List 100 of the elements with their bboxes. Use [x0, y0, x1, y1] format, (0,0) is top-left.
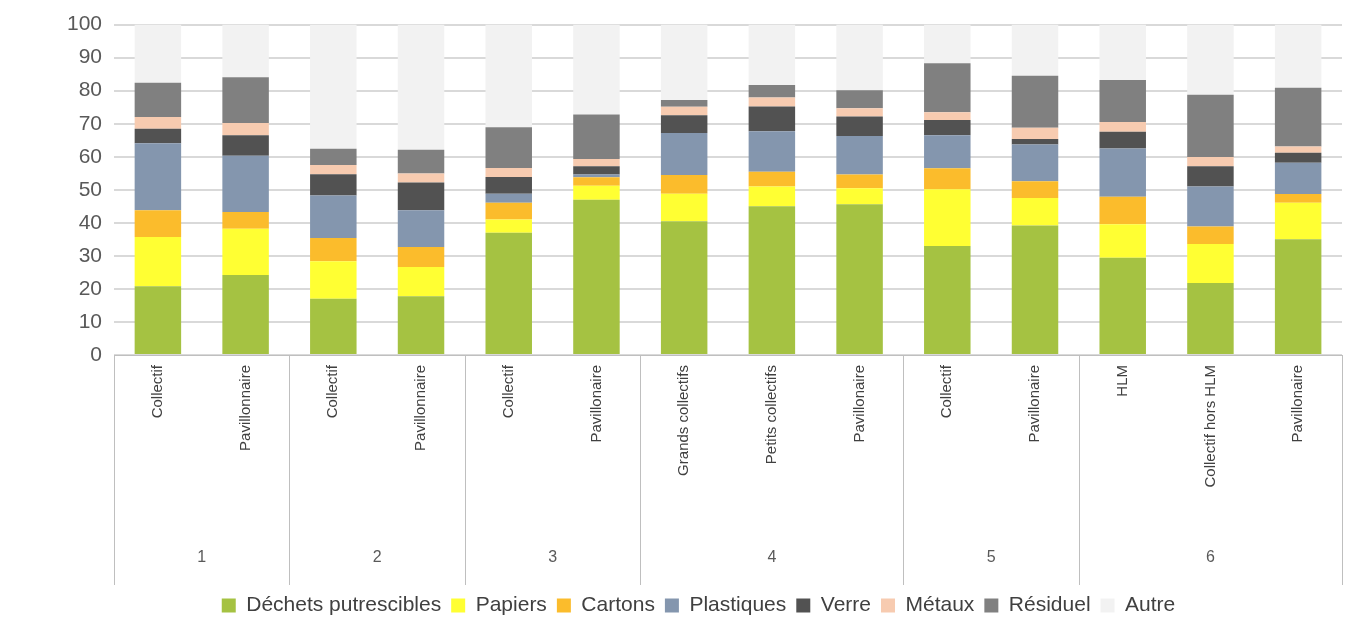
bar: [573, 185, 620, 200]
bar: [924, 120, 971, 136]
legend-label: Plastiques: [689, 592, 787, 616]
bar: [310, 195, 357, 239]
bar: [485, 127, 532, 168]
y-tick-label: 30: [78, 242, 103, 266]
bar: [1099, 122, 1146, 132]
bar: [1274, 146, 1322, 153]
bar: [222, 77, 269, 124]
bar: [222, 24, 269, 78]
bar: [573, 114, 620, 160]
bar: [397, 149, 445, 174]
bar: [134, 237, 182, 287]
bar: [836, 24, 883, 91]
bar: [1011, 138, 1059, 145]
bar: [1099, 148, 1146, 197]
bar: [1011, 127, 1059, 139]
bar: [1011, 181, 1059, 199]
y-tick-label: 20: [78, 275, 103, 299]
y-tick-label: 90: [78, 44, 103, 68]
bar: [836, 90, 883, 109]
y-tick-label: 10: [78, 308, 103, 332]
bar: [748, 106, 796, 132]
bar: [1099, 80, 1146, 123]
bar: [1274, 162, 1322, 195]
bar: [748, 206, 796, 354]
bar: [134, 82, 182, 118]
bar: [836, 188, 883, 205]
bar: [660, 174, 708, 194]
bar: [134, 128, 182, 144]
bar: [397, 267, 445, 297]
bar: [836, 174, 883, 189]
bar: [134, 117, 182, 129]
bar: [1274, 202, 1322, 240]
x-tick-label: Petits collectifs: [762, 365, 780, 465]
bar: [573, 177, 620, 186]
bar: [924, 63, 971, 113]
bar: [222, 155, 269, 212]
bar: [1274, 87, 1322, 147]
legend-label: Métaux: [905, 592, 975, 616]
bar: [836, 204, 883, 354]
bar: [310, 24, 357, 149]
bar: [573, 199, 620, 354]
bar: [1099, 196, 1146, 225]
bar: [748, 131, 796, 172]
y-tick-label: 70: [78, 110, 103, 134]
text: 5: [986, 548, 996, 566]
bar: [222, 135, 269, 156]
bar: [134, 143, 182, 211]
bar: [924, 135, 971, 169]
legend-label: Cartons: [581, 592, 655, 616]
y-tick-label: 80: [78, 77, 103, 101]
bar: [836, 135, 883, 175]
bar: [1011, 24, 1059, 76]
bar: [134, 24, 182, 83]
text: 4: [767, 548, 777, 566]
bar: [222, 123, 269, 136]
text: 6: [1205, 548, 1215, 566]
x-tick-label: Pavillonaire: [849, 365, 867, 443]
bar: [1011, 198, 1059, 226]
bar: [397, 24, 445, 150]
x-tick-label: Collectif: [148, 364, 166, 419]
bar: [485, 193, 532, 203]
bar: [397, 182, 445, 211]
bar: [1274, 152, 1322, 163]
x-tick-label: Pavillonaire: [586, 365, 604, 443]
bar: [1187, 282, 1234, 354]
bar: [1011, 75, 1059, 128]
bar: [660, 193, 708, 222]
x-tick-label: Collectif: [323, 364, 341, 419]
bar: [134, 286, 182, 354]
bar: [485, 176, 532, 194]
bar: [836, 108, 883, 117]
y-tick-label: 100: [66, 11, 103, 35]
bar: [222, 275, 269, 354]
x-tick-label: HLM: [1112, 365, 1130, 397]
bar: [1187, 157, 1234, 167]
legend-label: Déchets putrescibles: [246, 592, 442, 616]
bar: [134, 210, 182, 238]
bar: [310, 298, 357, 354]
bar: [310, 148, 357, 166]
y-tick-label: 40: [78, 209, 103, 233]
bar: [836, 116, 883, 136]
bar: [573, 24, 620, 115]
bar: [1187, 226, 1234, 244]
legend-label: Verre: [820, 592, 871, 616]
bar: [397, 246, 445, 268]
bar: [485, 202, 532, 220]
bar: [1099, 131, 1146, 149]
bar: [660, 221, 708, 354]
bar: [397, 296, 445, 354]
bar: [1099, 24, 1146, 81]
bar: [1011, 144, 1059, 182]
x-tick-label: Pavillonnaire: [411, 365, 429, 451]
bar: [924, 112, 971, 121]
bar: [748, 186, 796, 207]
bar: [310, 238, 357, 262]
bar: [1187, 186, 1234, 227]
bar: [397, 173, 445, 183]
bar: [1274, 24, 1322, 88]
